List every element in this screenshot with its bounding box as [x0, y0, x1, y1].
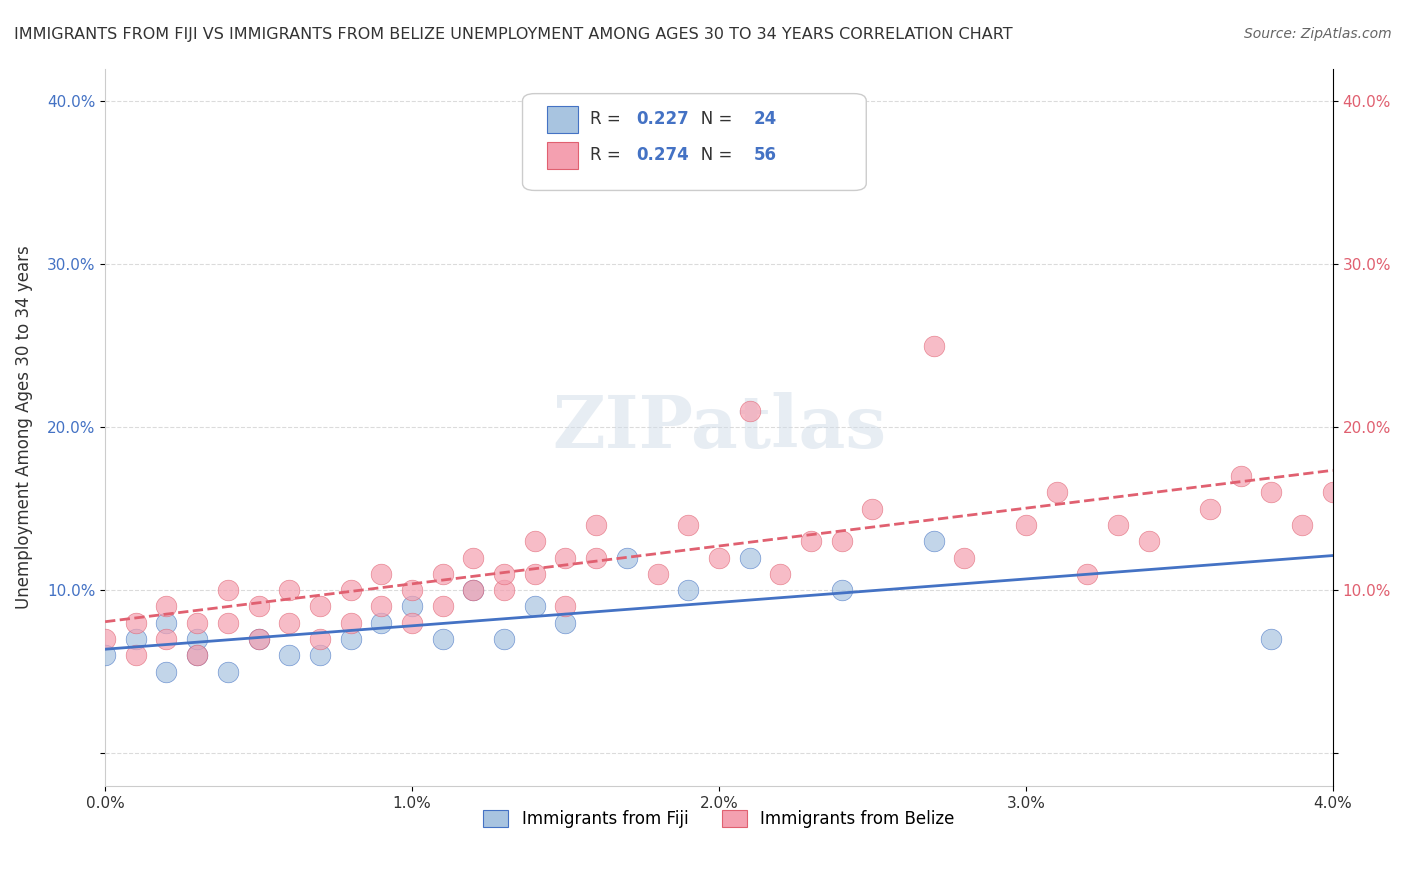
Point — [1384, 485, 1406, 500]
Point — [1291, 518, 1313, 533]
Point — [370, 615, 392, 630]
Point — [125, 648, 148, 663]
Point — [217, 665, 239, 679]
Point — [463, 583, 485, 598]
Point — [339, 615, 361, 630]
Point — [769, 566, 792, 581]
Point — [647, 566, 669, 581]
Point — [678, 518, 700, 533]
Point — [370, 566, 392, 581]
Point — [155, 665, 177, 679]
Text: 0.227: 0.227 — [637, 110, 689, 128]
Point — [432, 566, 454, 581]
Point — [278, 615, 301, 630]
Point — [247, 632, 270, 646]
Point — [738, 550, 761, 565]
Point — [247, 632, 270, 646]
Point — [494, 583, 516, 598]
Point — [125, 632, 148, 646]
Point — [186, 648, 208, 663]
Point — [401, 615, 423, 630]
Point — [186, 648, 208, 663]
Point — [523, 566, 546, 581]
Point — [738, 404, 761, 418]
Point — [1353, 469, 1375, 483]
Point — [616, 550, 638, 565]
Point — [339, 583, 361, 598]
Point — [155, 615, 177, 630]
FancyBboxPatch shape — [523, 94, 866, 191]
Legend: Immigrants from Fiji, Immigrants from Belize: Immigrants from Fiji, Immigrants from Be… — [477, 804, 962, 835]
Point — [1015, 518, 1038, 533]
Point — [247, 599, 270, 614]
Point — [1137, 534, 1160, 549]
Point — [678, 583, 700, 598]
Point — [155, 632, 177, 646]
Point — [370, 599, 392, 614]
Point — [1076, 566, 1098, 581]
Text: Source: ZipAtlas.com: Source: ZipAtlas.com — [1244, 27, 1392, 41]
Point — [523, 534, 546, 549]
Point — [401, 599, 423, 614]
Point — [953, 550, 976, 565]
Point — [585, 550, 607, 565]
Text: 56: 56 — [754, 146, 776, 164]
Point — [217, 583, 239, 598]
Point — [554, 599, 576, 614]
Point — [94, 632, 117, 646]
Text: R =: R = — [591, 146, 626, 164]
Point — [339, 632, 361, 646]
Text: ZIPatlas: ZIPatlas — [553, 392, 886, 463]
Point — [217, 615, 239, 630]
Y-axis label: Unemployment Among Ages 30 to 34 years: Unemployment Among Ages 30 to 34 years — [15, 245, 32, 609]
Point — [585, 518, 607, 533]
Point — [278, 648, 301, 663]
Point — [922, 534, 945, 549]
Point — [432, 632, 454, 646]
Point — [401, 583, 423, 598]
Text: 24: 24 — [754, 110, 776, 128]
Point — [186, 615, 208, 630]
Point — [125, 615, 148, 630]
Point — [463, 550, 485, 565]
Point — [432, 599, 454, 614]
Point — [523, 599, 546, 614]
Point — [860, 501, 883, 516]
Point — [494, 566, 516, 581]
Point — [309, 648, 332, 663]
FancyBboxPatch shape — [547, 142, 578, 169]
Point — [186, 632, 208, 646]
Point — [494, 632, 516, 646]
Point — [1322, 485, 1344, 500]
Point — [616, 143, 638, 157]
Point — [922, 338, 945, 352]
Text: IMMIGRANTS FROM FIJI VS IMMIGRANTS FROM BELIZE UNEMPLOYMENT AMONG AGES 30 TO 34 : IMMIGRANTS FROM FIJI VS IMMIGRANTS FROM … — [14, 27, 1012, 42]
Point — [554, 550, 576, 565]
Point — [155, 599, 177, 614]
Point — [463, 583, 485, 598]
Point — [1199, 501, 1222, 516]
Point — [94, 648, 117, 663]
Text: N =: N = — [685, 146, 737, 164]
Text: R =: R = — [591, 110, 626, 128]
Point — [1045, 485, 1067, 500]
Point — [554, 615, 576, 630]
Text: 0.274: 0.274 — [637, 146, 689, 164]
Point — [707, 550, 730, 565]
Point — [309, 632, 332, 646]
Text: N =: N = — [685, 110, 737, 128]
Point — [800, 534, 823, 549]
Point — [831, 583, 853, 598]
Point — [309, 599, 332, 614]
FancyBboxPatch shape — [547, 106, 578, 133]
Point — [278, 583, 301, 598]
Point — [1229, 469, 1251, 483]
Point — [1260, 485, 1282, 500]
Point — [1260, 632, 1282, 646]
Point — [831, 534, 853, 549]
Point — [1107, 518, 1129, 533]
